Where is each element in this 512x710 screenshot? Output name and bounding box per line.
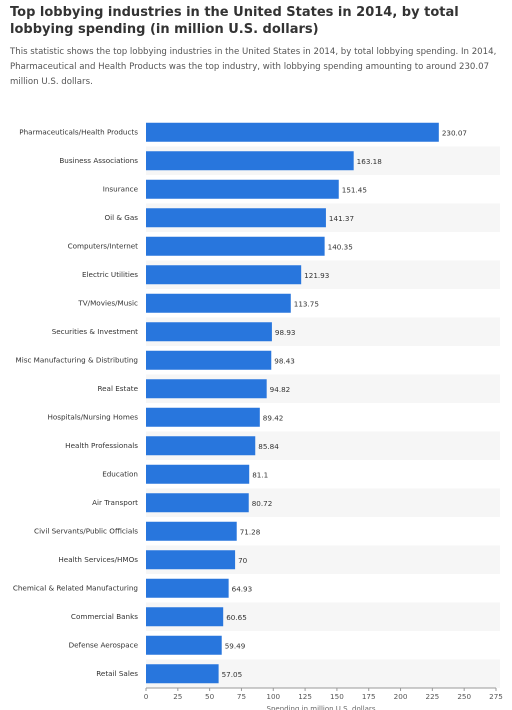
x-tick-label: 150 <box>330 692 344 701</box>
y-tick-label: Oil & Gas <box>104 213 138 222</box>
x-tick-label: 0 <box>144 692 149 701</box>
chart-subtitle: This statistic shows the top lobbying in… <box>10 47 497 87</box>
x-tick-label: 25 <box>173 692 182 701</box>
value-label: 230.07 <box>442 128 467 137</box>
bar <box>146 122 439 142</box>
bar <box>146 151 354 171</box>
bar <box>146 293 291 313</box>
y-tick-label: Business Associations <box>59 156 138 165</box>
value-label: 81.1 <box>252 470 268 479</box>
x-tick-label: 250 <box>457 692 471 701</box>
chart-title: Top lobbying industries in the United St… <box>10 5 459 37</box>
x-axis-label: Spending in million U.S. dollars <box>267 705 376 710</box>
value-label: 57.05 <box>222 670 243 679</box>
y-tick-label: Computers/Internet <box>68 241 139 250</box>
bar <box>146 436 256 456</box>
bar <box>146 578 229 598</box>
y-tick-label: Securities & Investment <box>52 327 138 336</box>
value-label: 60.65 <box>226 613 247 622</box>
y-tick-label: Commercial Banks <box>71 612 138 621</box>
value-label: 98.93 <box>275 328 296 337</box>
bar <box>146 179 339 199</box>
bar <box>146 322 272 342</box>
y-tick-label: Chemical & Related Manufacturing <box>13 583 138 592</box>
bar <box>146 379 267 399</box>
value-label: 140.35 <box>328 242 353 251</box>
x-tick-label: 100 <box>266 692 280 701</box>
value-label: 121.93 <box>304 271 329 280</box>
y-tick-label: Retail Sales <box>96 669 138 678</box>
value-label: 163.18 <box>357 157 383 166</box>
value-label: 94.82 <box>270 385 291 394</box>
y-tick-label: Health Services/HMOs <box>58 555 138 564</box>
value-label: 85.84 <box>258 442 279 451</box>
value-label: 64.93 <box>232 584 253 593</box>
value-label: 59.49 <box>225 641 246 650</box>
y-tick-label: Real Estate <box>97 384 138 393</box>
y-tick-label: Misc Manufacturing & Distributing <box>16 355 139 364</box>
value-label: 151.45 <box>342 185 367 194</box>
bar <box>146 607 224 627</box>
x-tick-label: 200 <box>394 692 408 701</box>
bar <box>146 407 260 427</box>
x-tick-label: 75 <box>237 692 246 701</box>
bar <box>146 208 326 228</box>
value-label: 71.28 <box>240 527 261 536</box>
x-tick-label: 225 <box>426 692 440 701</box>
bar <box>146 635 222 655</box>
bar <box>146 464 250 484</box>
y-tick-label: Hospitals/Nursing Homes <box>48 412 139 421</box>
y-tick-label: Education <box>102 469 138 478</box>
y-tick-label: Electric Utilities <box>82 270 138 279</box>
bar <box>146 550 236 570</box>
y-tick-label: Civil Servants/Public Officials <box>34 526 138 535</box>
x-tick-label: 175 <box>362 692 376 701</box>
value-label: 70 <box>238 556 248 565</box>
y-tick-label: Health Professionals <box>65 441 138 450</box>
bar <box>146 664 219 684</box>
y-tick-label: Pharmaceuticals/Health Products <box>19 127 138 136</box>
value-label: 98.43 <box>274 356 295 365</box>
bar <box>146 350 272 370</box>
y-tick-label: Defense Aerospace <box>69 640 139 649</box>
value-label: 113.75 <box>294 299 319 308</box>
x-tick-label: 50 <box>205 692 215 701</box>
bar <box>146 493 249 513</box>
bar <box>146 521 237 541</box>
value-label: 80.72 <box>252 499 273 508</box>
x-tick-label: 125 <box>298 692 312 701</box>
value-label: 141.37 <box>329 214 354 223</box>
bar <box>146 265 302 285</box>
x-tick-label: 275 <box>489 692 503 701</box>
value-label: 89.42 <box>263 413 284 422</box>
bar <box>146 236 325 256</box>
y-tick-label: TV/Movies/Music <box>77 298 138 307</box>
y-tick-label: Insurance <box>103 184 139 193</box>
y-tick-label: Air Transport <box>92 498 138 507</box>
